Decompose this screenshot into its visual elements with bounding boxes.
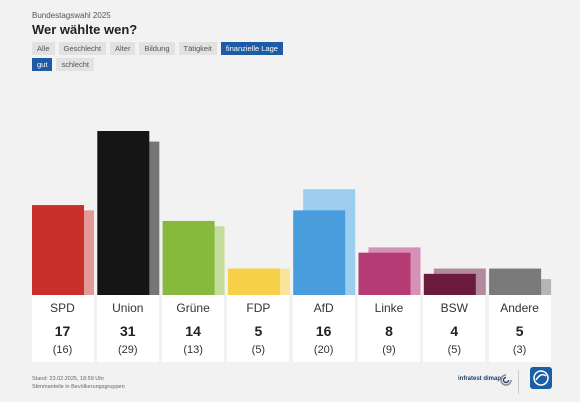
tab-geschlecht[interactable]: Geschlecht: [58, 42, 107, 55]
supertitle: Bundestagswahl 2025: [32, 11, 111, 20]
pollster-logo: infratest dimap: [458, 376, 502, 382]
category-tabs: Alle Geschlecht Alter Bildung Tätigkeit …: [32, 42, 283, 55]
party-card-linke: Linke 8 (9): [358, 295, 420, 362]
footer-timestamp: Stand: 23.02.2025, 18:59 Uhr: [32, 376, 105, 382]
pollster-swirl-icon: [500, 374, 512, 386]
tab-finanzielle-lage[interactable]: finanzielle Lage: [220, 42, 283, 55]
party-prev-value: (16): [52, 344, 73, 356]
tab-bildung[interactable]: Bildung: [139, 42, 175, 55]
party-name: Andere: [500, 301, 539, 315]
party-name: Union: [112, 301, 144, 315]
bar-gr-ne: [162, 220, 215, 295]
bar-fdp: [227, 268, 280, 295]
bar-linke: [358, 252, 411, 295]
party-value: 5: [254, 323, 263, 339]
party-value: 17: [54, 323, 71, 339]
subcategory-tabs: gut schlecht: [32, 58, 94, 71]
footer-note: Stimmanteile in Bevölkerungsgruppen: [32, 384, 125, 390]
tagesschau-logo-icon: [530, 367, 552, 389]
party-card-afd: AfD 16 (20): [292, 295, 355, 362]
tab-schlecht[interactable]: schlecht: [56, 58, 94, 71]
footer: Stand: 23.02.2025, 18:59 Uhr Stimmanteil…: [32, 375, 125, 391]
bar-union: [97, 131, 150, 295]
party-prev-value: (5): [447, 344, 462, 356]
bar-andere: [489, 268, 542, 295]
party-card-andere: Andere 5 (3): [488, 295, 551, 362]
party-value: 5: [515, 323, 524, 339]
tab-gut[interactable]: gut: [32, 58, 53, 71]
party-prev-value: (13): [183, 344, 203, 356]
party-prev-value: (5): [251, 344, 266, 356]
party-card-gr-ne: Grüne 14 (13): [162, 295, 225, 362]
party-value: 14: [185, 323, 201, 339]
bar-afd: [293, 210, 346, 295]
tab-alle[interactable]: Alle: [32, 42, 55, 55]
party-value: 8: [385, 323, 393, 339]
party-prev-value: (29): [118, 344, 138, 356]
bar-chart: [32, 131, 552, 295]
party-name: SPD: [50, 301, 75, 315]
bar-bsw: [423, 273, 476, 295]
party-value: 16: [315, 323, 332, 339]
party-prev-value: (3): [512, 344, 527, 356]
party-value: 31: [120, 323, 136, 339]
logo-divider: [518, 370, 519, 394]
party-name: FDP: [246, 301, 271, 315]
party-name: AfD: [313, 301, 334, 315]
chart-title: Wer wählte wen?: [32, 22, 138, 37]
party-name: Linke: [374, 301, 404, 315]
party-name: BSW: [440, 301, 468, 315]
party-card-spd: SPD 17 (16): [31, 295, 94, 362]
party-prev-value: (9): [382, 344, 396, 356]
party-card-bsw: BSW 4 (5): [423, 295, 486, 362]
party-card-union: Union 31 (29): [96, 295, 159, 362]
party-value: 4: [450, 323, 459, 339]
party-prev-value: (20): [313, 344, 334, 356]
bar-spd: [32, 205, 84, 295]
tab-alter[interactable]: Alter: [110, 42, 136, 55]
party-name: Grüne: [176, 301, 210, 315]
tab-taetigkeit[interactable]: Tätigkeit: [178, 42, 217, 55]
party-card-fdp: FDP 5 (5): [227, 295, 290, 362]
